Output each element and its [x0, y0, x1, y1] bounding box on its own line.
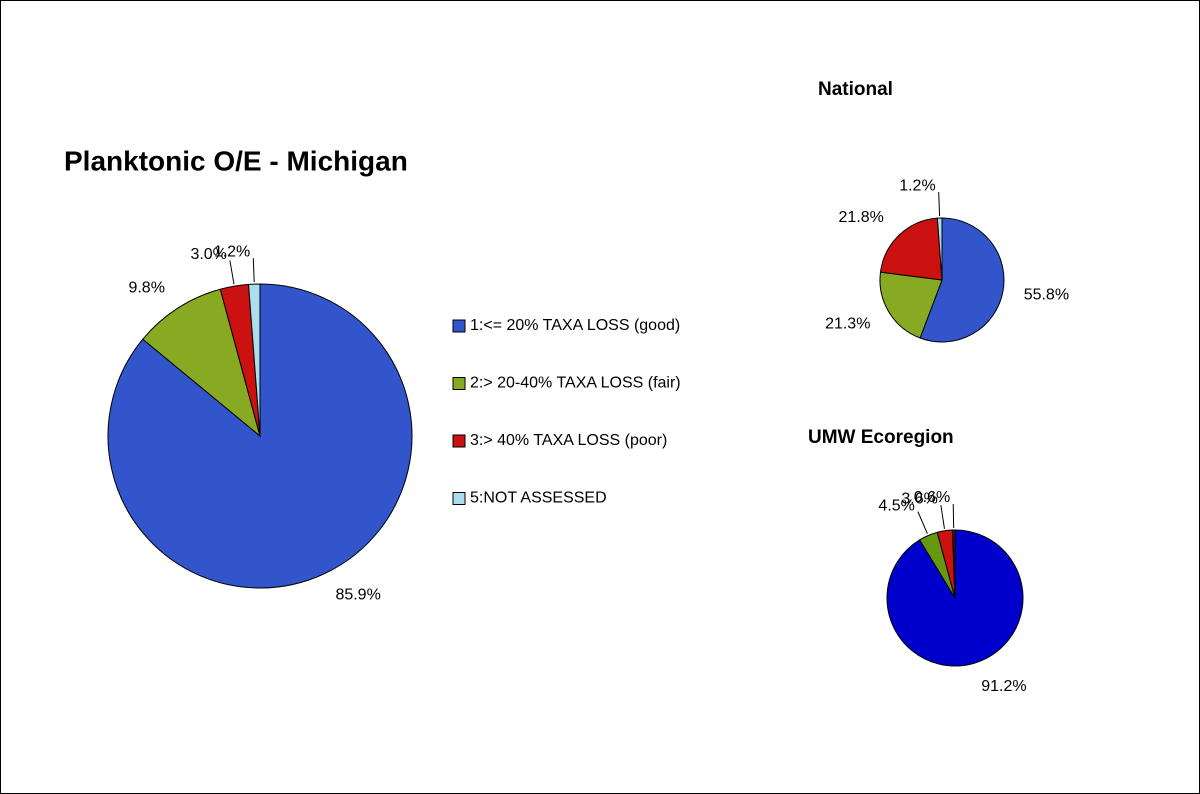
pie-slice: [879, 271, 943, 339]
chart-title: UMW Ecoregion: [808, 427, 954, 448]
chart-title: Planktonic O/E - Michigan: [64, 145, 408, 176]
pie-slice: [107, 283, 413, 589]
data-label: 21.3%: [825, 316, 870, 333]
pie-slice: [919, 217, 1005, 343]
data-label: 55.8%: [1024, 287, 1069, 304]
pie-slice: [248, 283, 261, 437]
data-label: 0.6%: [914, 489, 950, 506]
legend-label: 3:> 40% TAXA LOSS (poor): [470, 432, 667, 449]
chart-title: National: [818, 79, 893, 100]
data-label: 4.5%: [878, 497, 914, 514]
data-label: 21.8%: [839, 209, 884, 226]
legend-label: 2:> 20-40% TAXA LOSS (fair): [470, 375, 681, 392]
legend-swatch: [452, 492, 466, 505]
data-label: 91.2%: [981, 678, 1026, 695]
legend-swatch: [452, 319, 466, 333]
data-label: 3.6%: [901, 490, 937, 507]
leader-line: [938, 192, 941, 217]
legend-label: 5:NOT ASSESSED: [470, 490, 607, 507]
data-label: 85.9%: [335, 586, 380, 603]
data-label: 3.0%: [190, 246, 226, 263]
data-label: 9.8%: [128, 279, 164, 296]
pie-slice: [879, 217, 943, 281]
legend-swatch: [452, 434, 466, 448]
legend-swatch: [452, 377, 466, 390]
legend-label: 1:<= 20% TAXA LOSS (good): [470, 317, 680, 334]
pie-slice: [142, 288, 261, 438]
leader-line: [940, 504, 945, 529]
leader-line: [252, 258, 255, 283]
leader-line: [229, 260, 235, 285]
data-label: 1.2%: [214, 243, 250, 260]
data-label: 1.2%: [899, 177, 935, 194]
pie-slice: [936, 217, 943, 281]
leader-line: [917, 511, 928, 534]
pie-slice: [951, 529, 956, 599]
